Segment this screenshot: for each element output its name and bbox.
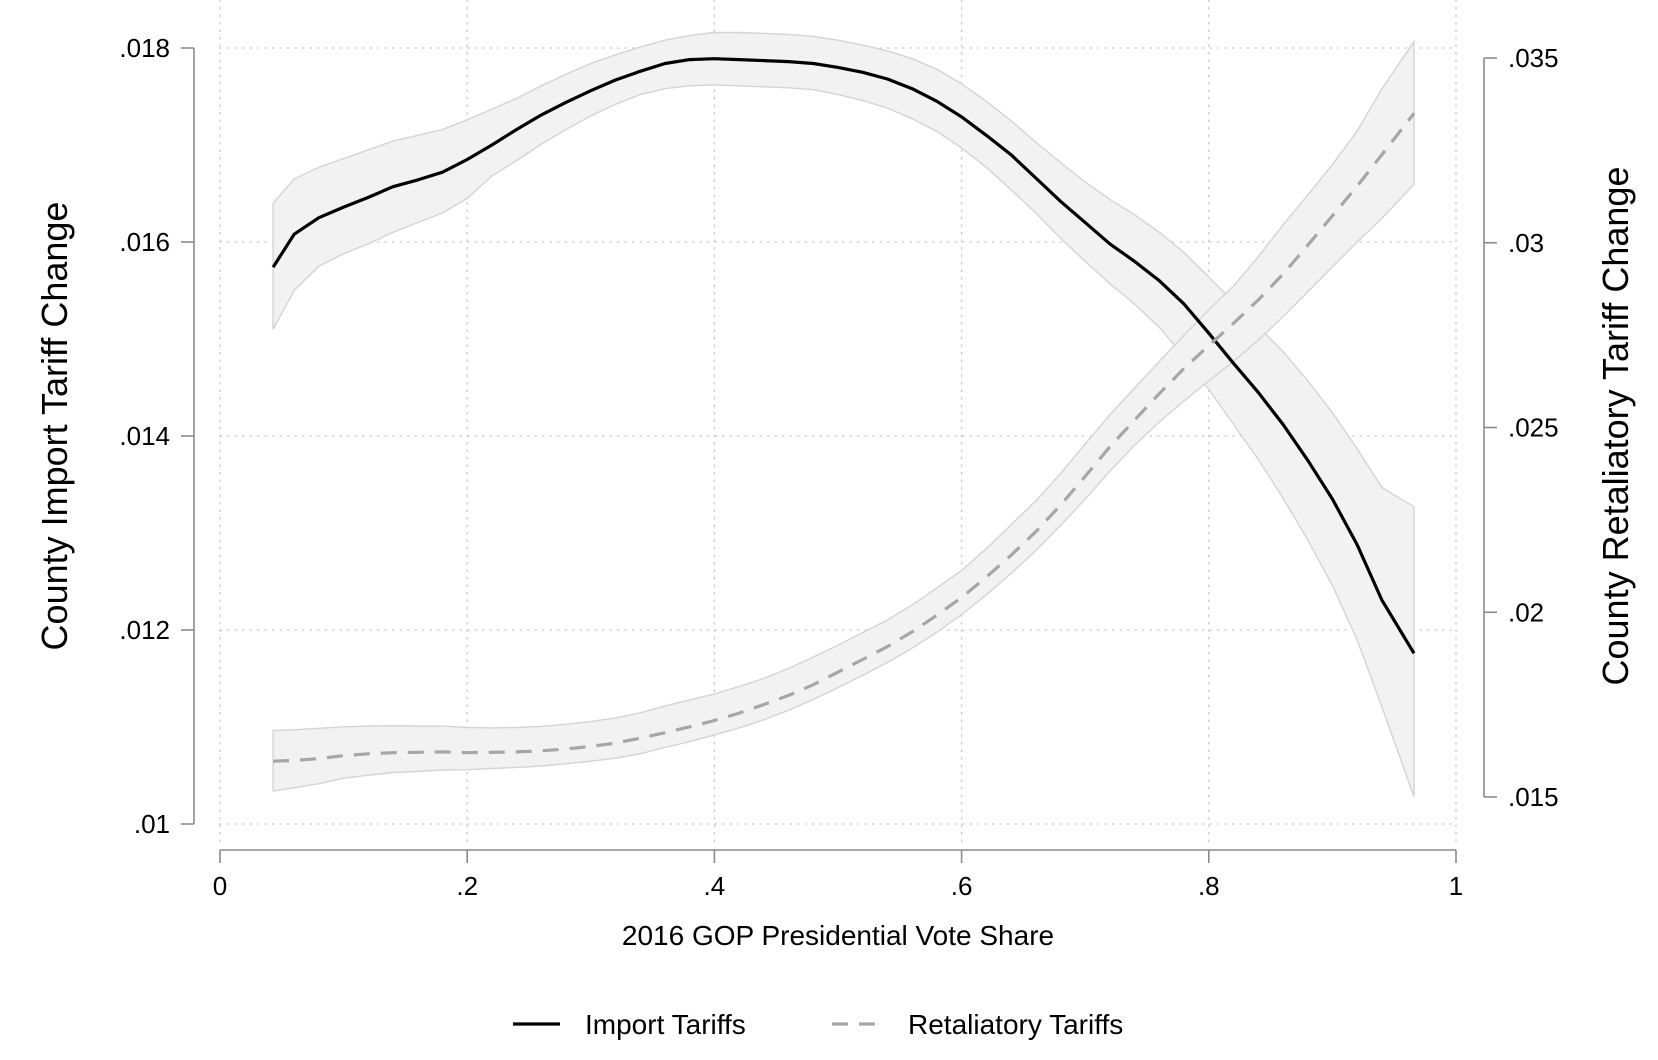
right-y-tick-label: .03 xyxy=(1508,228,1544,258)
confidence-band-import-tariffs xyxy=(272,31,1415,798)
left-y-tick-label: .018 xyxy=(119,33,170,63)
series-line-retaliatory-tariffs xyxy=(273,112,1416,763)
series-lines xyxy=(271,57,1416,763)
right-y-tick-label: .025 xyxy=(1508,413,1559,443)
x-tick-label: .6 xyxy=(951,871,973,901)
legend-label-retaliatory-tariffs: Retaliatory Tariffs xyxy=(908,1009,1123,1040)
right-y-tick-label: .015 xyxy=(1508,782,1559,812)
grid-lines xyxy=(219,0,1457,843)
right-y-tick-label: .035 xyxy=(1508,43,1559,73)
axes: .01 .012 .014 .016 .018 .015 .02 .025 .03 .035 0 .2… xyxy=(119,33,1558,901)
x-tick-label: 0 xyxy=(213,871,227,901)
series-line-import-tariffs xyxy=(271,57,1416,655)
legend-label-import-tariffs: Import Tariffs xyxy=(585,1009,746,1040)
legend: Import Tariffs Retaliatory Tariffs xyxy=(513,1009,1123,1040)
left-y-tick-label: .01 xyxy=(134,809,170,839)
right-y-tick-label: .02 xyxy=(1508,597,1544,627)
left-y-axis-title: County Import Tariff Change xyxy=(34,202,75,651)
left-y-tick-label: .014 xyxy=(119,421,170,451)
confidence-bands xyxy=(272,31,1415,798)
x-tick-label: .2 xyxy=(456,871,478,901)
left-y-tick-label: .016 xyxy=(119,227,170,257)
right-y-axis-title: County Retaliatory Tariff Change xyxy=(1595,167,1636,686)
confidence-band-retaliatory-tariffs xyxy=(272,39,1415,792)
x-tick-label: .4 xyxy=(704,871,726,901)
x-tick-label: .8 xyxy=(1198,871,1220,901)
left-y-tick-label: .012 xyxy=(119,615,170,645)
x-tick-label: 1 xyxy=(1449,871,1463,901)
x-axis-title: 2016 GOP Presidential Vote Share xyxy=(622,920,1054,951)
